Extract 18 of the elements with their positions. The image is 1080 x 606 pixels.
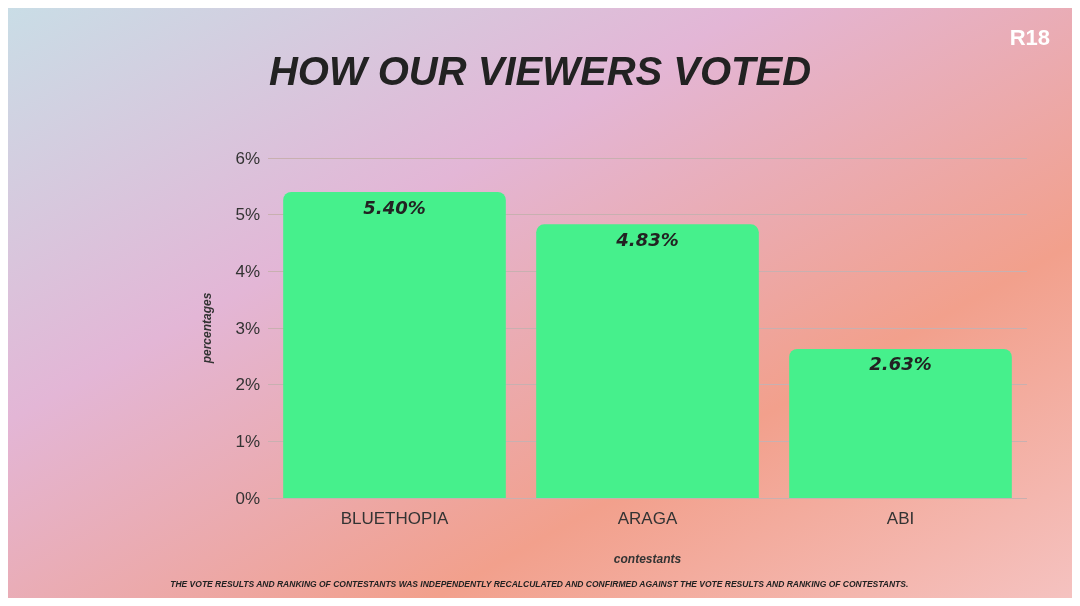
y-tick-label: 3% [235, 318, 260, 338]
chart-title: HOW OUR VIEWERS VOTED [268, 49, 812, 93]
y-tick-label: 1% [235, 431, 260, 451]
text: THE VOTE RESULTS AND RANKING OF CONTESTANTS WAS INDEPENDENTLY RECALCULATED AND CONFIRMED AGAINST THE VOTE RESULTS AND RANKING OF CONTESTANTS. [170, 578, 909, 589]
data-label: 4.83% [615, 228, 679, 250]
y-axis-title: percentages [200, 292, 214, 365]
x-axis-title: contestants [613, 552, 682, 566]
y-tick-label: 2% [235, 375, 260, 395]
y-tick-label: 4% [235, 261, 260, 281]
data-label: 5.40% [363, 196, 426, 218]
y-tick-label: 0% [235, 488, 260, 508]
x-tick-label: ARAGA [617, 509, 678, 528]
x-tick-label: BLUETHOPIA [340, 509, 449, 528]
data-label: 2.63% [869, 353, 932, 375]
x-tick-label: ABI [886, 509, 915, 528]
y-tick-label: 5% [235, 205, 260, 225]
text: R18 [1009, 24, 1050, 50]
y-tick-label: 6% [235, 148, 260, 168]
